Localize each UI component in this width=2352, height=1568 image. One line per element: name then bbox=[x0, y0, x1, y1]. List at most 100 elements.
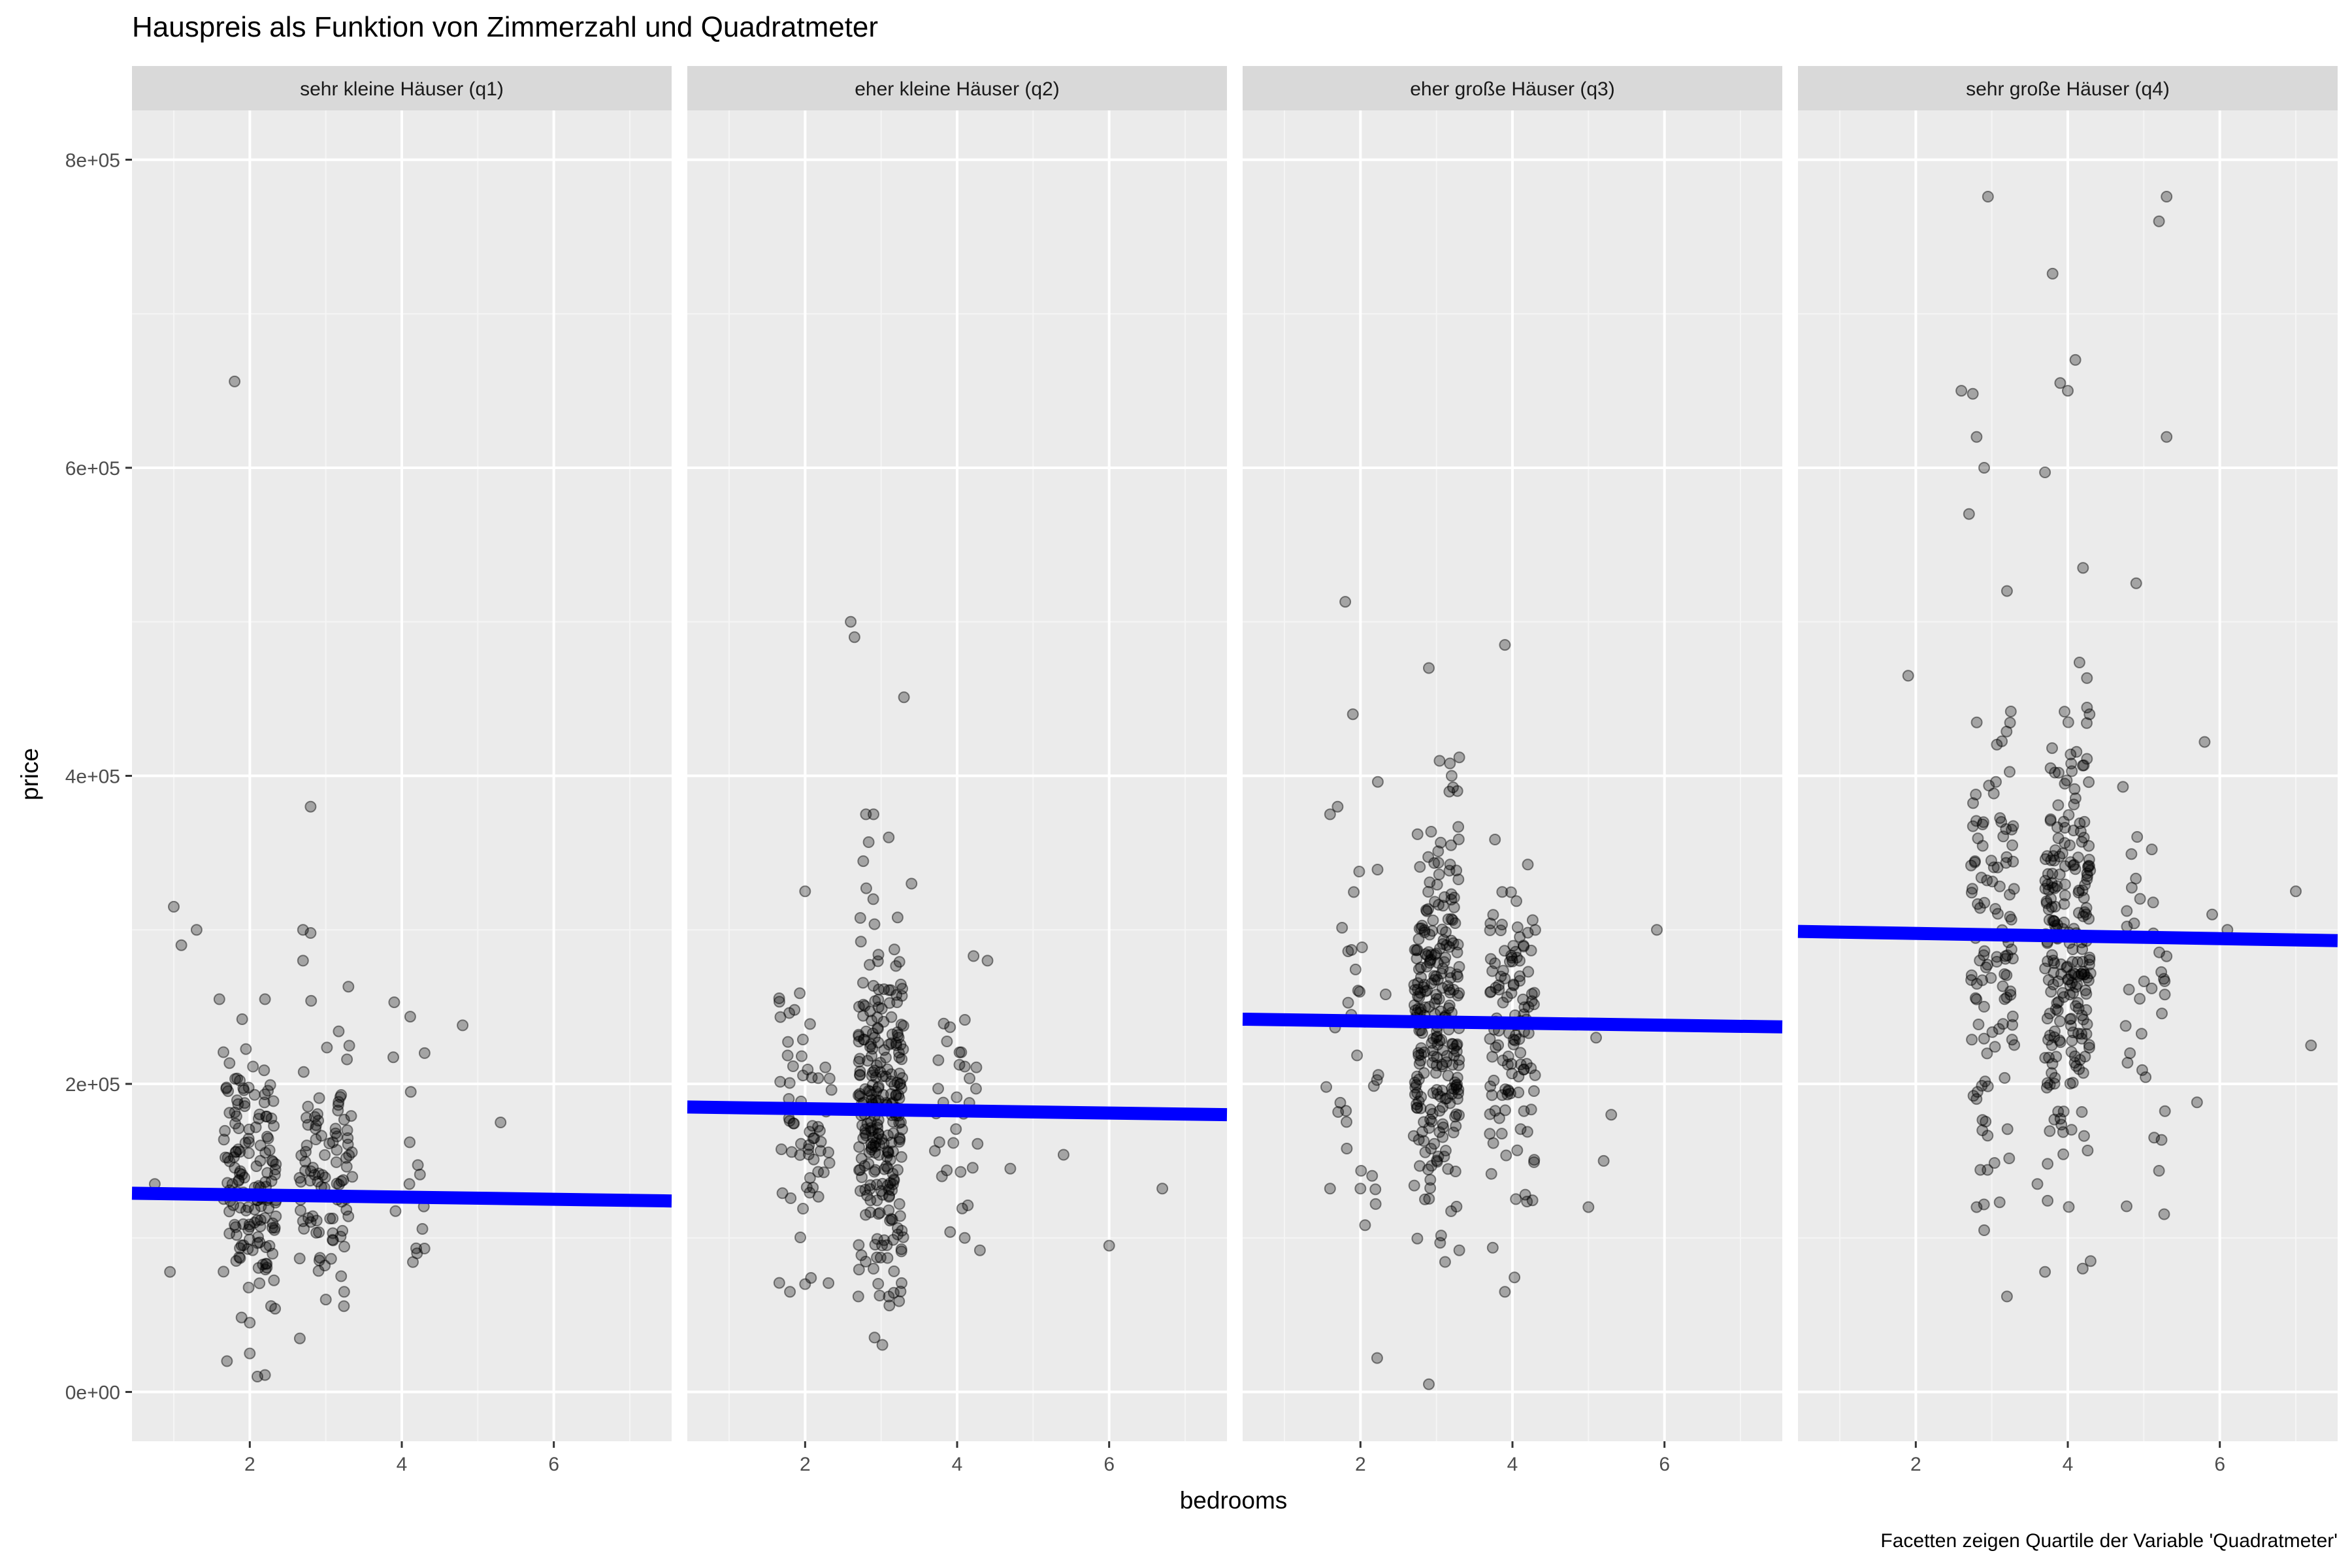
scatter-point bbox=[319, 1171, 331, 1184]
scatter-point bbox=[1441, 1092, 1453, 1105]
scatter-point bbox=[232, 1098, 244, 1110]
scatter-point bbox=[1429, 1067, 1442, 1079]
scatter-point bbox=[877, 1015, 890, 1028]
scatter-point bbox=[928, 1145, 941, 1157]
scatter-point bbox=[266, 1222, 278, 1234]
scatter-point bbox=[1413, 1058, 1426, 1070]
scatter-point bbox=[1426, 1045, 1439, 1057]
scatter-point bbox=[1418, 1116, 1430, 1128]
scatter-point bbox=[2065, 757, 2078, 770]
scatter-point bbox=[2131, 831, 2144, 843]
scatter-point bbox=[867, 1066, 879, 1079]
scatter-point bbox=[1453, 1244, 1465, 1256]
scatter-point bbox=[883, 1190, 895, 1203]
scatter-point bbox=[342, 1138, 354, 1151]
scatter-point bbox=[1413, 923, 1426, 935]
scatter-point bbox=[1993, 1022, 2005, 1035]
facet-panel: sehr große Häuser (q4) 2 4 6 bbox=[1797, 66, 2338, 1475]
scatter-point bbox=[1418, 926, 1431, 938]
scatter-point bbox=[1436, 1058, 1448, 1071]
y-tick-label: 4e+05 bbox=[65, 766, 120, 788]
scatter-point bbox=[857, 1009, 870, 1022]
scatter-point bbox=[859, 1184, 872, 1196]
scatter-point bbox=[1348, 886, 1360, 898]
scatter-point bbox=[1409, 1081, 1422, 1094]
scatter-point bbox=[2073, 885, 2085, 896]
scatter-point bbox=[244, 1347, 256, 1360]
scatter-point bbox=[864, 1183, 876, 1195]
scatter-point bbox=[1451, 785, 1463, 797]
scatter-point bbox=[2064, 839, 2076, 851]
scatter-point bbox=[883, 1204, 895, 1217]
scatter-point bbox=[1430, 970, 1442, 983]
scatter-point bbox=[1431, 1030, 1443, 1043]
scatter-point bbox=[321, 1041, 333, 1054]
scatter-points bbox=[1902, 191, 2317, 1303]
scatter-point bbox=[885, 1068, 898, 1081]
scatter-point bbox=[2006, 1010, 2019, 1022]
scatter-point bbox=[1452, 821, 1465, 833]
scatter-point bbox=[1347, 708, 1359, 721]
scatter-point bbox=[906, 877, 918, 890]
scatter-point bbox=[862, 836, 875, 848]
scatter-point bbox=[1484, 986, 1496, 998]
scatter-point bbox=[254, 1139, 267, 1152]
scatter-point bbox=[232, 1143, 244, 1156]
scatter-point bbox=[2158, 973, 2170, 985]
scatter-point bbox=[2158, 1208, 2170, 1220]
scatter-point bbox=[892, 1047, 905, 1059]
scatter-point bbox=[2047, 881, 2059, 894]
scatter-point bbox=[1413, 991, 1426, 1004]
scatter-point bbox=[1427, 914, 1439, 926]
scatter-point bbox=[882, 1146, 894, 1158]
x-tick-label: 4 bbox=[2063, 1454, 2074, 1475]
scatter-point bbox=[1452, 971, 1464, 983]
scatter-point bbox=[2048, 966, 2060, 979]
scatter-point bbox=[260, 1110, 272, 1122]
scatter-point bbox=[220, 1151, 231, 1164]
scatter-point bbox=[1985, 972, 1997, 984]
scatter-point bbox=[2054, 1015, 2066, 1028]
scatter-point bbox=[2065, 1013, 2078, 1025]
scatter-point bbox=[329, 1122, 342, 1135]
scatter-point bbox=[883, 1190, 895, 1202]
scatter-point bbox=[237, 1082, 250, 1094]
scatter-point bbox=[2069, 863, 2082, 875]
scatter-point bbox=[804, 1172, 816, 1184]
scatter-point bbox=[1445, 913, 1458, 925]
scatter-point bbox=[1423, 1001, 1435, 1013]
scatter-point bbox=[2072, 997, 2084, 1009]
scatter-point bbox=[2043, 914, 2055, 926]
scatter-point bbox=[1416, 1126, 1428, 1138]
scatter-point bbox=[269, 1222, 281, 1234]
scatter-point bbox=[2083, 954, 2096, 966]
scatter-point bbox=[340, 1160, 353, 1173]
scatter-point bbox=[1978, 1000, 1990, 1013]
x-tick-label: 6 bbox=[1659, 1454, 1670, 1475]
scatter-point bbox=[881, 1063, 894, 1075]
scatter-point bbox=[895, 1083, 907, 1094]
scatter-point bbox=[1493, 983, 1505, 996]
scatter-point bbox=[1449, 1166, 1462, 1177]
scatter-point bbox=[861, 1117, 874, 1130]
scatter-point bbox=[338, 1300, 350, 1313]
scatter-point bbox=[302, 1119, 314, 1131]
scatter-point bbox=[2083, 840, 2095, 852]
scatter-point bbox=[1518, 1063, 1530, 1075]
scatter-point bbox=[238, 1084, 250, 1096]
scatter-point bbox=[309, 1122, 321, 1135]
scatter-point bbox=[1411, 1098, 1423, 1111]
scatter-point bbox=[2042, 878, 2054, 890]
scatter-point bbox=[221, 1177, 234, 1189]
scatter-point bbox=[1509, 1034, 1521, 1047]
scatter-point bbox=[2161, 950, 2173, 962]
scatter-point bbox=[981, 955, 994, 967]
scatter-point bbox=[1446, 1088, 1458, 1100]
scatter-point bbox=[263, 1144, 276, 1156]
scatter-point bbox=[852, 1290, 864, 1303]
scatter-point bbox=[882, 1145, 894, 1157]
scatter-point bbox=[874, 1138, 886, 1151]
scatter-point bbox=[806, 1071, 818, 1084]
scatter-point bbox=[2006, 823, 2018, 836]
scatter-point bbox=[2040, 1081, 2053, 1094]
